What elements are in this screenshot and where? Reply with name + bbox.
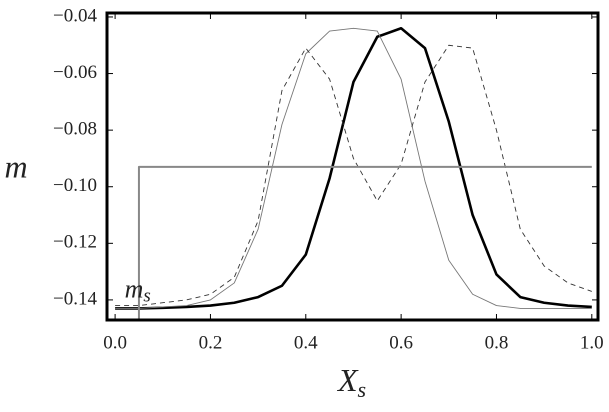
x-tick-label: 1.0 bbox=[580, 332, 604, 353]
x-tick-label: 0.8 bbox=[485, 332, 509, 353]
y-axis-label: m bbox=[4, 148, 27, 184]
y-tick-label: −0.10 bbox=[53, 175, 97, 196]
x-tick-label: 0.0 bbox=[103, 332, 127, 353]
x-axis-label-main: X bbox=[336, 362, 359, 398]
annotation-main: m bbox=[125, 274, 144, 303]
plot-frame bbox=[105, 11, 600, 322]
series-line bbox=[137, 165, 592, 320]
x-axis-label: Xs bbox=[336, 362, 366, 402]
series-line bbox=[115, 44, 592, 307]
x-tick-label: 0.4 bbox=[294, 332, 318, 353]
x-tick-label: 0.6 bbox=[389, 332, 413, 353]
annotation-sub: s bbox=[143, 286, 150, 307]
y-tick-label: −0.08 bbox=[53, 119, 97, 140]
y-tick-label: −0.04 bbox=[53, 5, 97, 26]
x-tick-label: 0.2 bbox=[199, 332, 223, 353]
annotation: ms bbox=[125, 274, 151, 306]
y-tick-label: −0.12 bbox=[53, 232, 97, 253]
y-tick-label: −0.14 bbox=[53, 288, 97, 309]
y-tick-label: −0.06 bbox=[53, 62, 97, 83]
series-line bbox=[115, 27, 592, 309]
series-line bbox=[115, 26, 592, 310]
x-axis-label-sub: s bbox=[357, 377, 366, 402]
